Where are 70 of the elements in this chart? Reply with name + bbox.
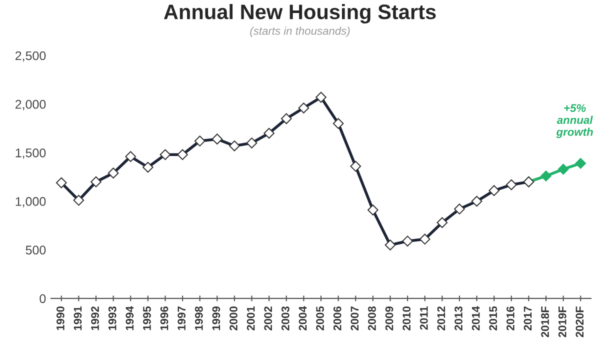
x-tick-label: 2009 [385, 306, 394, 330]
point [488, 185, 500, 196]
x-tick-label: 2020F [576, 306, 584, 338]
x-tick-label: 1998 [194, 306, 203, 330]
point [506, 179, 517, 190]
x-tick-label: 1995 [143, 306, 151, 330]
x-tick-label: 1990 [56, 306, 64, 330]
point [402, 236, 413, 247]
y-tick-label: 2,500 [15, 51, 46, 62]
point [419, 234, 430, 245]
x-tick-label: 2005 [316, 306, 324, 330]
point [177, 149, 188, 160]
point [142, 162, 154, 173]
y-tick-label: 1,000 [16, 197, 46, 208]
point [316, 92, 326, 103]
x-tick-label: 2010 [402, 306, 411, 330]
point [332, 118, 344, 129]
point [471, 196, 482, 207]
point [160, 149, 171, 160]
x-tick-label: 2019F [558, 306, 566, 338]
y-tick-label: 500 [26, 246, 46, 254]
x-tick-label: 1993 [108, 306, 116, 330]
chart-title: Annual New Housing Starts [164, 4, 436, 24]
y-tick-label: 0 [40, 294, 46, 304]
x-tick-label: 2017 [524, 306, 532, 330]
y-tick-label: 2,000 [15, 100, 46, 110]
x-tick-label: 2015 [489, 306, 498, 330]
x-tick-label: 2011 [420, 306, 428, 330]
x-tick-label: 2016 [506, 306, 514, 330]
point [575, 158, 586, 169]
x-tick-label: 1999 [212, 306, 220, 330]
annotation: +5% annual growth [556, 104, 593, 138]
x-tick-label: 1994 [126, 306, 134, 330]
point [350, 160, 362, 172]
point [454, 204, 465, 214]
point [540, 170, 552, 182]
x-tick-label: 2014 [472, 306, 480, 330]
point [73, 194, 84, 206]
point [90, 176, 102, 188]
x-tick-label: 2004 [298, 306, 307, 330]
x-tick-label: 2007 [350, 306, 359, 330]
point [194, 136, 206, 146]
x-tick-label: 2003 [282, 306, 290, 330]
x-tick-label: 1996 [160, 306, 168, 330]
x-tick-label: 2001 [246, 306, 255, 330]
x-tick-label: 2006 [333, 306, 342, 330]
point [280, 113, 292, 124]
point [558, 164, 569, 175]
point [125, 151, 136, 162]
x-tick-label: 2018F [541, 306, 549, 338]
point [212, 134, 223, 145]
point [229, 140, 240, 152]
x-tick-label: 2012 [437, 306, 446, 330]
chart-subtitle: (starts in thousands) [250, 26, 350, 37]
x-tick-label: 1991 [74, 306, 82, 330]
point [298, 102, 310, 114]
point [56, 177, 67, 188]
y-tick-label: 1,500 [16, 148, 46, 159]
point [264, 128, 275, 139]
x-tick-label: 1997 [178, 306, 186, 330]
x-tick-label: 2002 [264, 306, 272, 330]
point [108, 168, 119, 179]
point [384, 240, 396, 250]
point [246, 138, 258, 148]
x-tick-label: 2000 [230, 306, 238, 330]
x-tick-label: 2013 [454, 306, 462, 330]
point [367, 204, 378, 216]
point [436, 217, 448, 228]
x-tick-label: 1992 [91, 306, 99, 330]
x-tick-label: 2008 [368, 306, 376, 330]
